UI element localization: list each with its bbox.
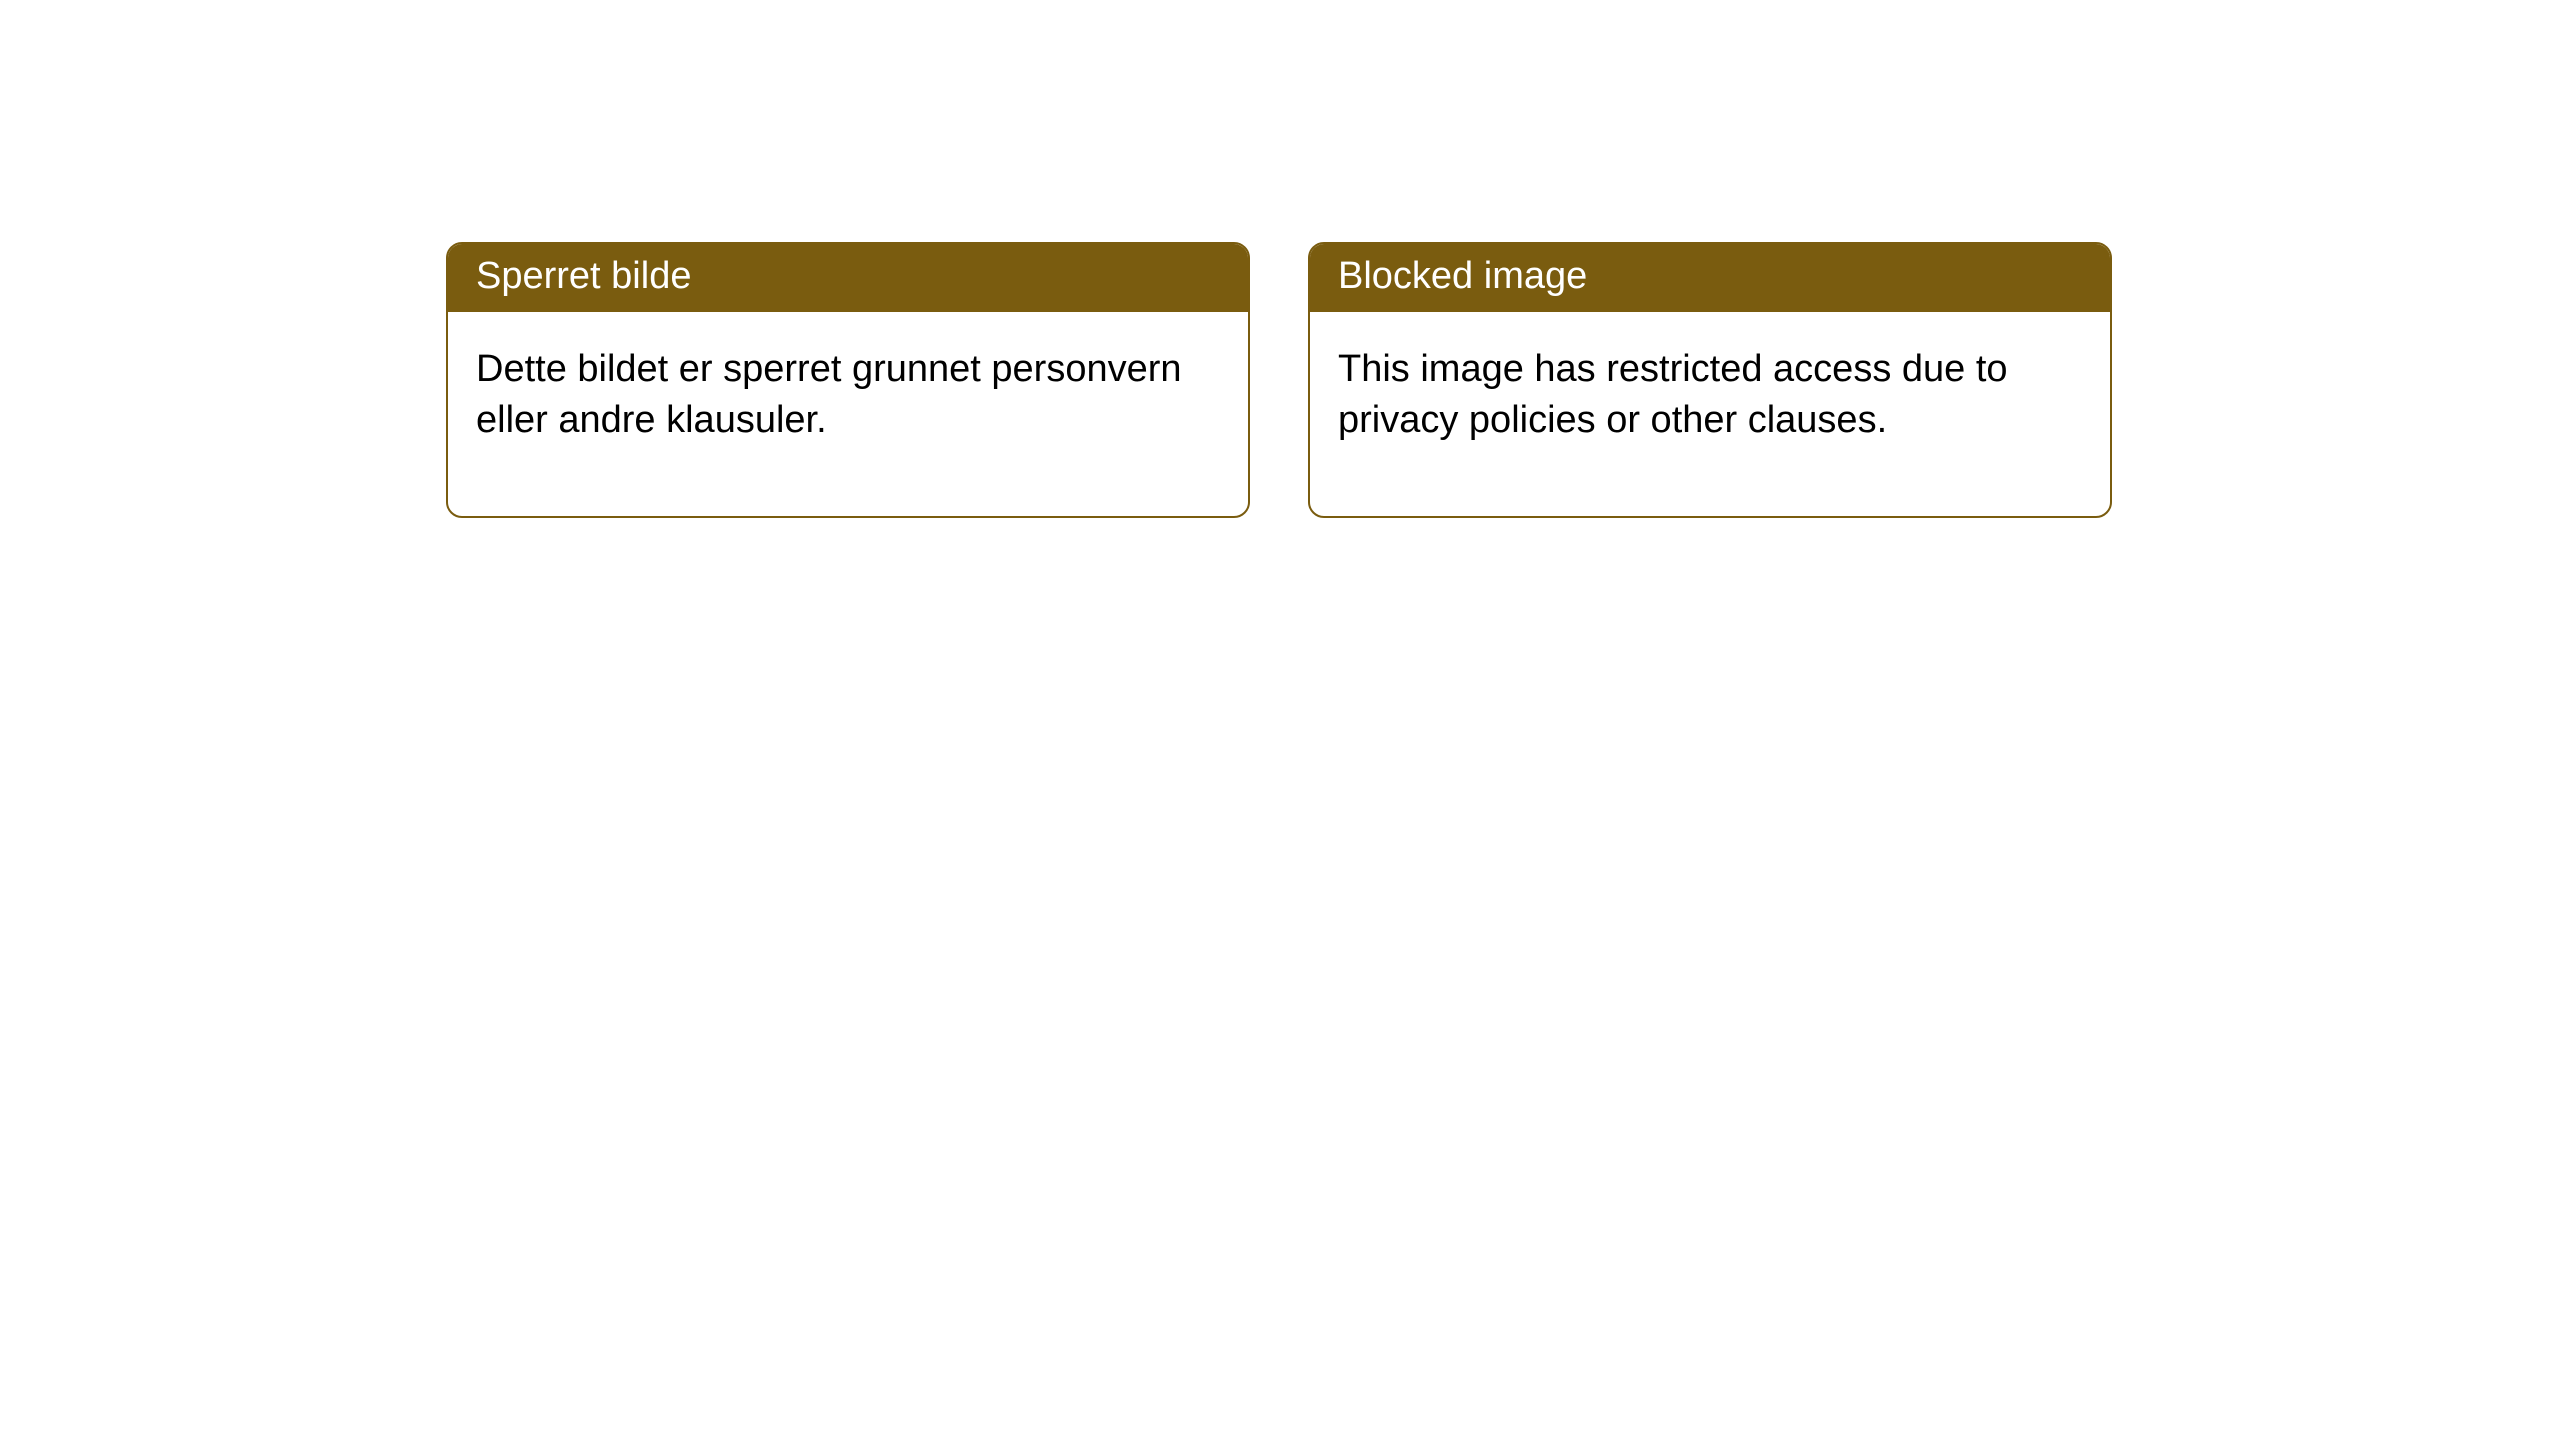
notice-header-english: Blocked image	[1310, 244, 2110, 312]
notice-card-english: Blocked image This image has restricted …	[1308, 242, 2112, 518]
notice-container: Sperret bilde Dette bildet er sperret gr…	[0, 0, 2560, 518]
notice-body-norwegian: Dette bildet er sperret grunnet personve…	[448, 312, 1248, 517]
notice-card-norwegian: Sperret bilde Dette bildet er sperret gr…	[446, 242, 1250, 518]
notice-header-norwegian: Sperret bilde	[448, 244, 1248, 312]
notice-body-english: This image has restricted access due to …	[1310, 312, 2110, 517]
